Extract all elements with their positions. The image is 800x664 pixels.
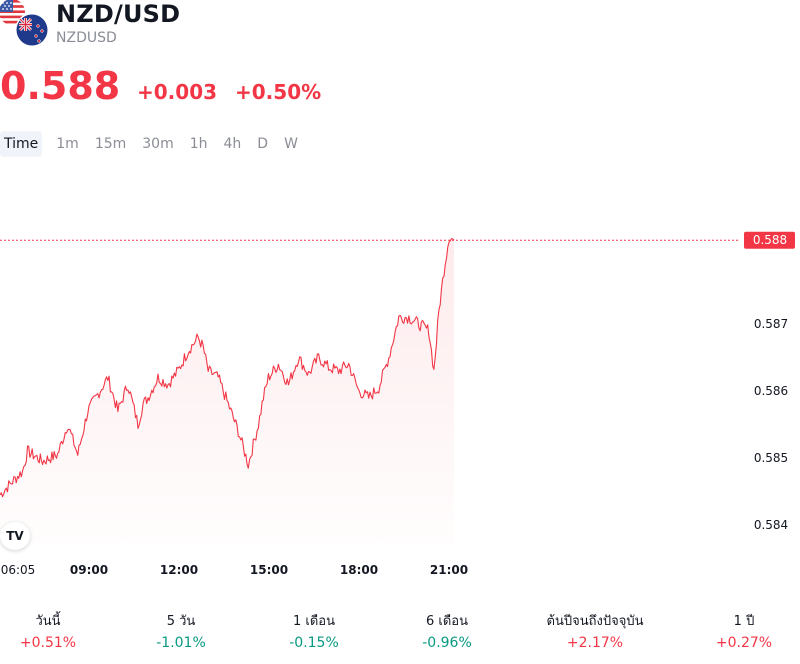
nz-flag-icon <box>15 13 49 47</box>
pair-symbol: NZDUSD <box>56 30 117 46</box>
perf-value: -1.01% <box>156 635 206 651</box>
current-price: 0.588 <box>0 64 121 108</box>
x-axis: 06:05 09:00 12:00 15:00 18:00 21:00 <box>1 563 468 577</box>
perf-label: วันนี้ <box>35 614 61 629</box>
interval-tabs: Time 1m 15m 30m 1h 4h D W <box>0 131 306 157</box>
tab-30m[interactable]: 30m <box>142 136 174 152</box>
x-tick-label: 15:00 <box>250 563 288 577</box>
x-tick-label: 21:00 <box>430 563 468 577</box>
y-tick-label: 0.587 <box>754 317 788 331</box>
perf-1-year[interactable]: 1 ปี +0.27% <box>689 612 799 654</box>
current-price-badge: 0.588 <box>744 231 795 249</box>
perf-1-month[interactable]: 1 เดือน -0.15% <box>259 612 369 654</box>
perf-label: 5 วัน <box>166 614 196 629</box>
perf-6-months[interactable]: 6 เดือน -0.96% <box>392 612 502 654</box>
currency-flags-icon <box>0 0 50 48</box>
tab-d[interactable]: D <box>257 136 269 152</box>
y-tick-label: 0.585 <box>754 451 788 465</box>
perf-label: 1 ปี <box>733 614 755 629</box>
tab-1m[interactable]: 1m <box>56 136 79 152</box>
perf-label: 1 เดือน <box>293 614 335 629</box>
x-tick-label: 12:00 <box>160 563 198 577</box>
tab-1h[interactable]: 1h <box>189 136 208 152</box>
tab-w[interactable]: W <box>284 136 298 152</box>
tradingview-logo-icon[interactable]: TV <box>0 522 30 550</box>
performance-strip: วันนี้ +0.51% 5 วัน -1.01% 1 เดือน -0.15… <box>0 612 800 656</box>
y-tick-label: 0.584 <box>754 518 788 532</box>
x-tick-label: 18:00 <box>340 563 378 577</box>
price-line <box>0 238 455 498</box>
x-tick-label: 06:05 <box>1 563 36 577</box>
perf-label: ต้นปีจนถึงปัจจุบัน <box>546 614 644 629</box>
perf-value: +0.51% <box>19 635 77 651</box>
price-change-absolute: +0.003 <box>137 80 218 104</box>
current-price-badge-label: 0.588 <box>753 233 787 247</box>
perf-value: -0.96% <box>422 635 472 651</box>
x-tick-label: 09:00 <box>70 563 108 577</box>
y-axis: 0.584 0.585 0.586 0.587 <box>754 317 788 532</box>
price-change-percent: +0.50% <box>235 80 322 104</box>
perf-label: 6 เดือน <box>426 614 468 629</box>
perf-ytd[interactable]: ต้นปีจนถึงปัจจุบัน +2.17% <box>540 612 650 654</box>
perf-value: +0.27% <box>715 635 773 651</box>
us-flag-icon <box>0 0 25 25</box>
perf-value: -0.15% <box>289 635 339 651</box>
price-area-fill <box>0 238 454 545</box>
tab-time[interactable]: Time <box>0 131 43 157</box>
perf-today[interactable]: วันนี้ +0.51% <box>0 612 103 654</box>
price-chart[interactable]: 0.584 0.585 0.586 0.587 06:05 09:00 12:00 15:0… <box>0 160 800 590</box>
tab-15m[interactable]: 15m <box>94 136 127 152</box>
perf-5-days[interactable]: 5 วัน -1.01% <box>126 612 236 654</box>
perf-value: +2.17% <box>566 635 624 651</box>
y-tick-label: 0.586 <box>754 384 788 398</box>
pair-title: NZD/USD <box>56 0 181 28</box>
tab-4h[interactable]: 4h <box>223 136 242 152</box>
